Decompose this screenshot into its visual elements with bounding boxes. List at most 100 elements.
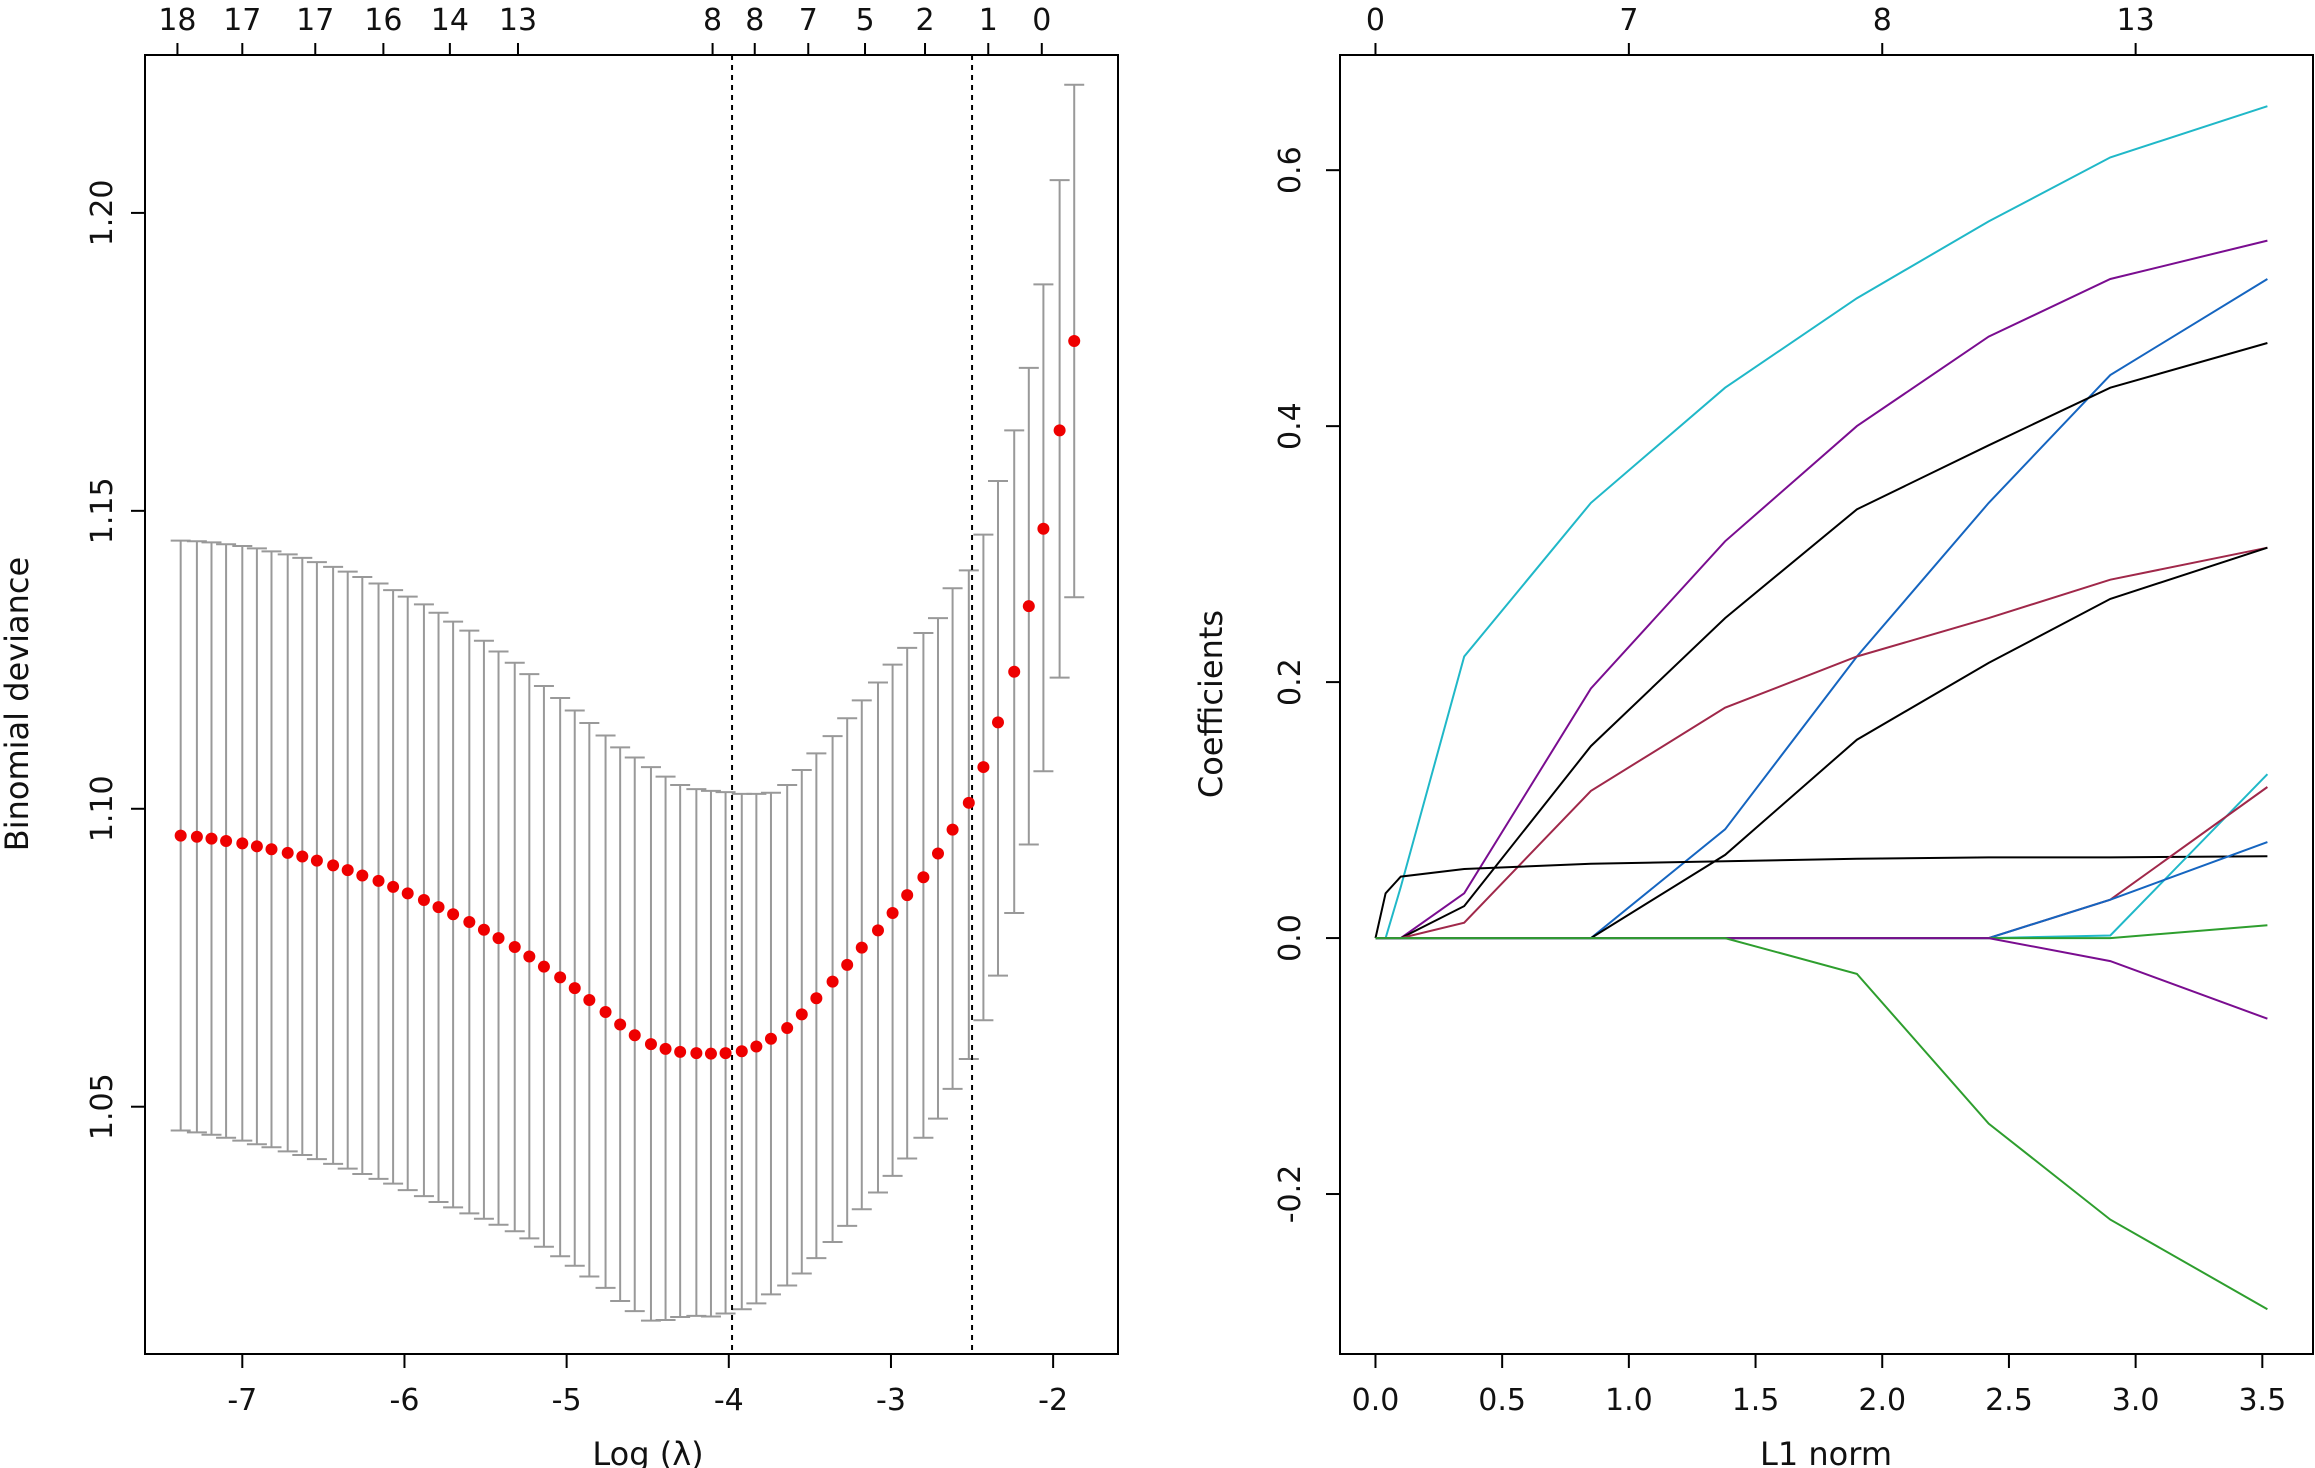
deviance-point <box>508 941 521 954</box>
deviance-point <box>810 992 823 1005</box>
left-plot-frame <box>144 54 1119 1355</box>
coefficient-path <box>1375 924 2268 940</box>
deviance-point <box>477 923 490 936</box>
right-coefficient-paths <box>1374 105 2269 1311</box>
right-x-tick-label: 3.0 <box>2112 1383 2160 1418</box>
left-top-tick-label: 7 <box>799 3 818 38</box>
left-top-tick-label: 8 <box>703 3 722 38</box>
deviance-point <box>674 1045 687 1058</box>
right-top-tick-label: 13 <box>2117 3 2155 38</box>
right-top-axis: 0 7 8 13 <box>1366 3 2155 55</box>
deviance-point <box>554 971 567 984</box>
deviance-point <box>372 874 385 887</box>
deviance-point <box>991 716 1004 729</box>
right-x-tick-label: 0.0 <box>1352 1383 1400 1418</box>
coefficient-path <box>1374 855 2268 939</box>
left-y-tick-label: 1.10 <box>85 775 120 842</box>
deviance-point <box>1037 522 1050 535</box>
deviance-point <box>265 843 278 856</box>
deviance-point <box>659 1042 672 1055</box>
deviance-point <box>750 1040 763 1053</box>
right-x-tick-label: 1.0 <box>1605 1383 1653 1418</box>
left-y-tick-label: 1.20 <box>85 180 120 247</box>
deviance-point <box>205 832 218 845</box>
deviance-point <box>628 1029 641 1042</box>
left-y-tick-label: 1.05 <box>85 1073 120 1140</box>
right-y-tick-label: 0.2 <box>1273 658 1308 706</box>
left-top-tick-label: 2 <box>915 3 934 38</box>
deviance-point <box>492 932 505 945</box>
left-top-tick-label: 18 <box>158 3 196 38</box>
left-top-tick-label: 0 <box>1032 3 1051 38</box>
deviance-point <box>401 887 414 900</box>
deviance-point <box>174 829 187 842</box>
deviance-point <box>236 837 249 850</box>
deviance-point <box>523 950 536 963</box>
right-x-axis-title: L1 norm <box>1760 1435 1892 1468</box>
deviance-point <box>327 859 340 872</box>
coefficient-path <box>1375 546 2268 940</box>
deviance-point <box>296 850 309 863</box>
cv-deviance-panel: -7 -6 -5 -4 -3 -2 1.051.101.151.20 18 17 17 16 14… <box>0 3 1119 1468</box>
left-top-tick-label: 1 <box>979 3 998 38</box>
deviance-point <box>962 796 975 809</box>
deviance-point <box>735 1045 748 1058</box>
left-x-tick-label: -3 <box>876 1383 906 1418</box>
deviance-point <box>341 864 354 877</box>
left-top-tick-label: 17 <box>223 3 261 38</box>
deviance-point <box>886 907 899 920</box>
coefficient-path <box>1375 937 2268 1020</box>
right-y-axis: -0.2 0.0 0.2 0.4 0.6 <box>1273 146 1340 1223</box>
deviance-point <box>583 994 596 1007</box>
deviance-point <box>1068 335 1081 348</box>
right-top-tick-label: 7 <box>1619 3 1638 38</box>
left-y-tick-label: 1.15 <box>85 477 120 544</box>
deviance-point <box>764 1032 777 1045</box>
deviance-point <box>614 1018 627 1031</box>
coefficient-path <box>1375 342 2268 940</box>
coefficient-path <box>1375 546 2268 940</box>
left-x-axis: -7 -6 -5 -4 -3 -2 <box>227 1354 1068 1418</box>
deviance-point <box>946 823 959 836</box>
deviance-point <box>795 1008 808 1021</box>
right-y-tick-label: 0.6 <box>1273 146 1308 194</box>
coefficient-path <box>1375 937 2268 1311</box>
coefficient-path <box>1375 105 2268 940</box>
deviance-point <box>1022 600 1035 613</box>
deviance-point <box>855 941 868 954</box>
deviance-point <box>977 761 990 774</box>
coefficient-path-panel: 0.0 0.5 1.0 1.5 2.0 2.5 3.0 3.5 -0.2 0.0 0.2 0.4 0.… <box>1192 3 2314 1468</box>
right-x-tick-label: 3.5 <box>2238 1383 2286 1418</box>
right-top-tick-label: 8 <box>1873 3 1892 38</box>
left-top-tick-label: 5 <box>855 3 874 38</box>
left-y-axis-title: Binomial deviance <box>0 557 36 851</box>
left-x-tick-label: -2 <box>1038 1383 1068 1418</box>
left-x-axis-title: Log (λ) <box>592 1435 703 1468</box>
deviance-point <box>463 915 476 928</box>
left-points <box>174 335 1081 1060</box>
deviance-point <box>704 1047 717 1060</box>
coefficient-path <box>1375 786 2268 940</box>
deviance-point <box>310 854 323 867</box>
deviance-point <box>417 893 430 906</box>
deviance-point <box>387 880 400 893</box>
deviance-point <box>1053 424 1066 437</box>
deviance-point <box>901 889 914 902</box>
left-top-tick-label: 13 <box>499 3 537 38</box>
left-errorbars <box>170 83 1085 1322</box>
deviance-point <box>690 1047 703 1060</box>
left-top-tick-label: 8 <box>745 3 764 38</box>
right-x-tick-label: 2.5 <box>1985 1383 2033 1418</box>
coefficient-path <box>1375 239 2268 940</box>
deviance-point <box>644 1038 657 1051</box>
left-x-tick-label: -4 <box>714 1383 744 1418</box>
deviance-point <box>931 847 944 860</box>
left-x-tick-label: -7 <box>227 1383 257 1418</box>
deviance-point <box>190 830 203 843</box>
right-x-tick-label: 2.0 <box>1858 1383 1906 1418</box>
right-y-tick-label: 0.4 <box>1273 402 1308 450</box>
deviance-point <box>719 1047 732 1060</box>
left-x-tick-label: -6 <box>390 1383 420 1418</box>
right-y-axis-title: Coefficients <box>1192 610 1230 798</box>
